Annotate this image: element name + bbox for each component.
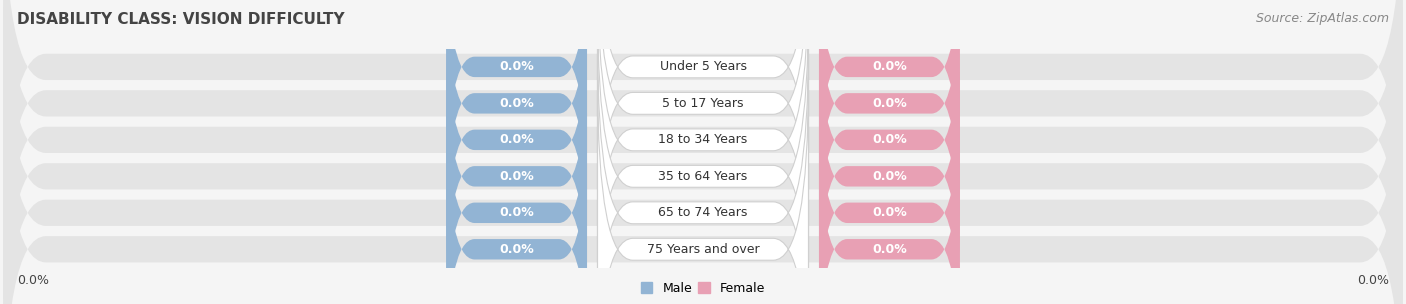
Text: 5 to 17 Years: 5 to 17 Years (662, 97, 744, 110)
FancyBboxPatch shape (818, 41, 960, 304)
Text: 0.0%: 0.0% (499, 97, 534, 110)
Text: 18 to 34 Years: 18 to 34 Years (658, 133, 748, 146)
Text: 0.0%: 0.0% (872, 206, 907, 219)
FancyBboxPatch shape (818, 0, 960, 239)
FancyBboxPatch shape (3, 0, 1403, 273)
FancyBboxPatch shape (818, 4, 960, 275)
FancyBboxPatch shape (598, 78, 808, 304)
Text: 0.0%: 0.0% (872, 60, 907, 73)
FancyBboxPatch shape (3, 43, 1403, 304)
Text: 0.0%: 0.0% (499, 243, 534, 256)
FancyBboxPatch shape (447, 0, 588, 239)
Text: Under 5 Years: Under 5 Years (659, 60, 747, 73)
Text: 75 Years and over: 75 Years and over (647, 243, 759, 256)
Text: 0.0%: 0.0% (499, 133, 534, 146)
FancyBboxPatch shape (447, 114, 588, 304)
Text: 35 to 64 Years: 35 to 64 Years (658, 170, 748, 183)
FancyBboxPatch shape (447, 41, 588, 304)
FancyBboxPatch shape (598, 0, 808, 238)
Text: 0.0%: 0.0% (499, 170, 534, 183)
FancyBboxPatch shape (447, 77, 588, 304)
Text: 65 to 74 Years: 65 to 74 Years (658, 206, 748, 219)
FancyBboxPatch shape (3, 7, 1403, 304)
FancyBboxPatch shape (818, 0, 960, 202)
Text: 0.0%: 0.0% (872, 243, 907, 256)
FancyBboxPatch shape (447, 0, 588, 202)
Legend: Male, Female: Male, Female (641, 282, 765, 295)
Text: 0.0%: 0.0% (499, 60, 534, 73)
Text: 0.0%: 0.0% (872, 97, 907, 110)
FancyBboxPatch shape (3, 0, 1403, 304)
Text: 0.0%: 0.0% (499, 206, 534, 219)
FancyBboxPatch shape (598, 0, 808, 304)
FancyBboxPatch shape (818, 77, 960, 304)
Text: 0.0%: 0.0% (17, 274, 49, 287)
Text: DISABILITY CLASS: VISION DIFFICULTY: DISABILITY CLASS: VISION DIFFICULTY (17, 12, 344, 27)
Text: 0.0%: 0.0% (872, 133, 907, 146)
FancyBboxPatch shape (598, 0, 808, 275)
Text: 0.0%: 0.0% (872, 170, 907, 183)
FancyBboxPatch shape (447, 4, 588, 275)
FancyBboxPatch shape (818, 114, 960, 304)
FancyBboxPatch shape (598, 41, 808, 304)
FancyBboxPatch shape (3, 0, 1403, 304)
FancyBboxPatch shape (3, 0, 1403, 304)
Text: Source: ZipAtlas.com: Source: ZipAtlas.com (1256, 12, 1389, 25)
Text: 0.0%: 0.0% (1357, 274, 1389, 287)
FancyBboxPatch shape (598, 5, 808, 304)
